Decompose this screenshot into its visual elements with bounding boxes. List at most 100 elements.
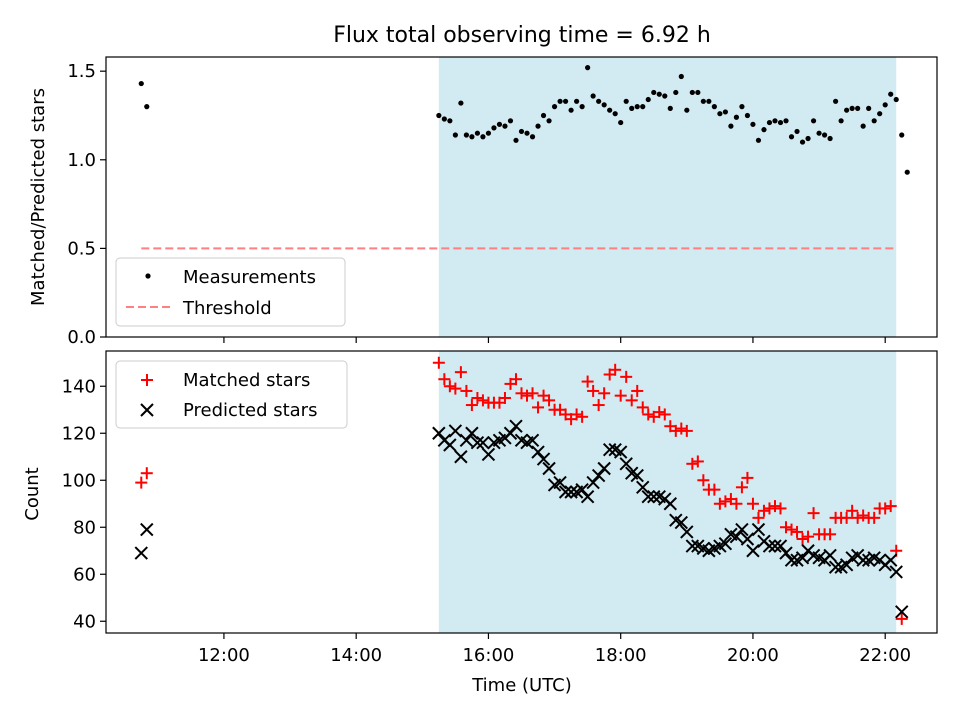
- measurement-point: [474, 130, 481, 136]
- predicted-stars-point: [746, 544, 760, 558]
- predicted-stars-point: [140, 522, 154, 537]
- matched-stars-point: [752, 511, 765, 524]
- measurement-point: [557, 98, 563, 104]
- matched-stars-point: [471, 392, 484, 404]
- measurement-point: [612, 111, 618, 117]
- measurement-point: [607, 107, 613, 113]
- predicted-stars-point: [889, 565, 903, 579]
- matched-stars-point: [796, 533, 809, 545]
- predicted-stars-point: [509, 419, 523, 433]
- matched-stars-point: [515, 387, 528, 400]
- measurement-point: [645, 96, 651, 103]
- matched-stars-point: [449, 382, 462, 395]
- matched-stars-point: [680, 424, 693, 437]
- matched-stars-point: [476, 394, 489, 407]
- matched-stars-point: [746, 497, 759, 510]
- predicted-stars-point: [768, 539, 782, 553]
- matched-stars-point: [636, 401, 649, 414]
- measurement-point: [651, 89, 657, 96]
- bottom-y-tick-label: 120: [62, 423, 96, 444]
- predicted-stars-point: [751, 522, 766, 537]
- matched-stars-point: [879, 502, 892, 515]
- measurement-point: [502, 123, 508, 129]
- matched-stars-point: [454, 366, 467, 379]
- measurement-point: [833, 98, 839, 104]
- measurement-point: [662, 93, 668, 99]
- matched-stars-point: [526, 387, 539, 400]
- top-y-axis-label: Matched/Predicted stars: [28, 88, 49, 306]
- measurement-point: [871, 118, 877, 124]
- measurement-point: [463, 132, 469, 138]
- matched-stars-point: [895, 612, 908, 625]
- measurement-point: [761, 127, 767, 133]
- top-x-ticks: [223, 337, 886, 343]
- predicted-stars-point: [641, 489, 655, 504]
- bottom-y-tick-label: 60: [73, 564, 96, 585]
- bottom-x-tick-label: 18:00: [595, 645, 647, 666]
- legend-label-matched-stars: Matched stars: [183, 370, 310, 391]
- measurement-point: [788, 134, 795, 140]
- bottom-observing-window: [438, 351, 897, 633]
- legend-label-predicted-stars: Predicted stars: [183, 400, 317, 421]
- matched-stars-point: [763, 502, 776, 515]
- measurement-point: [540, 112, 547, 119]
- predicted-stars-point: [448, 424, 463, 438]
- matched-stars-point: [631, 384, 644, 397]
- matched-stars-point: [620, 370, 633, 383]
- predicted-stars-point: [542, 461, 556, 476]
- predicted-stars-point: [828, 560, 843, 574]
- measurement-point: [684, 107, 690, 113]
- predicted-stars-point: [619, 457, 633, 471]
- bottom-y-tick-label: 80: [73, 517, 96, 538]
- matched-stars-point: [791, 525, 804, 538]
- measurement-point: [706, 98, 712, 104]
- measurement-point: [855, 105, 861, 111]
- predicted-stars-point: [553, 475, 567, 490]
- measurement-point: [629, 105, 635, 111]
- measurement-point: [518, 128, 525, 135]
- matched-stars-point: [653, 406, 666, 419]
- predicted-stars-point: [674, 515, 689, 530]
- bottom-x-tick-label: 14:00: [330, 645, 382, 666]
- measurement-point: [700, 98, 706, 104]
- top-y-tick-label: 1.0: [67, 150, 96, 171]
- measurement-point: [513, 137, 519, 143]
- predicted-stars-point: [476, 435, 490, 450]
- matched-stars-point: [708, 483, 721, 496]
- top-y-tick-label: 1.5: [67, 61, 96, 82]
- predicted-stars-point: [536, 452, 551, 466]
- matched-stars-point: [509, 373, 522, 386]
- measurement-point: [436, 112, 442, 119]
- predicted-stars-point: [597, 461, 611, 476]
- legend-marker-predicted-stars: [140, 403, 154, 417]
- measurement-point: [579, 104, 585, 110]
- measurement-point: [844, 107, 850, 113]
- measurement-point: [816, 130, 822, 136]
- measurement-point: [866, 105, 872, 111]
- top-y-tick-label: 0.0: [67, 327, 96, 348]
- matched-stars-point: [697, 474, 710, 487]
- predicted-stars-point: [762, 539, 777, 553]
- measurement-point: [849, 105, 855, 111]
- matched-stars-point: [802, 530, 815, 543]
- matched-stars-point: [735, 481, 748, 494]
- matched-stars-point: [719, 495, 732, 508]
- bottom-x-tick-label: 20:00: [727, 645, 779, 666]
- predicted-stars-point: [531, 445, 545, 459]
- predicted-stars-point: [773, 539, 788, 553]
- matched-stars-point: [713, 497, 726, 510]
- bottom-y-tick-label: 100: [62, 470, 96, 491]
- measurement-point: [491, 125, 497, 131]
- measurement-point: [689, 89, 695, 96]
- matched-stars-point: [642, 408, 655, 421]
- matched-stars-point: [846, 504, 859, 517]
- measurement-point: [469, 134, 475, 140]
- measurement-point: [640, 104, 646, 110]
- measurement-point: [585, 65, 591, 71]
- predicted-stars-point: [564, 485, 578, 499]
- matched-stars-point: [730, 497, 743, 510]
- predicted-stars-point: [779, 546, 793, 560]
- matched-stars-point: [868, 511, 881, 524]
- predicted-stars-point: [470, 435, 485, 450]
